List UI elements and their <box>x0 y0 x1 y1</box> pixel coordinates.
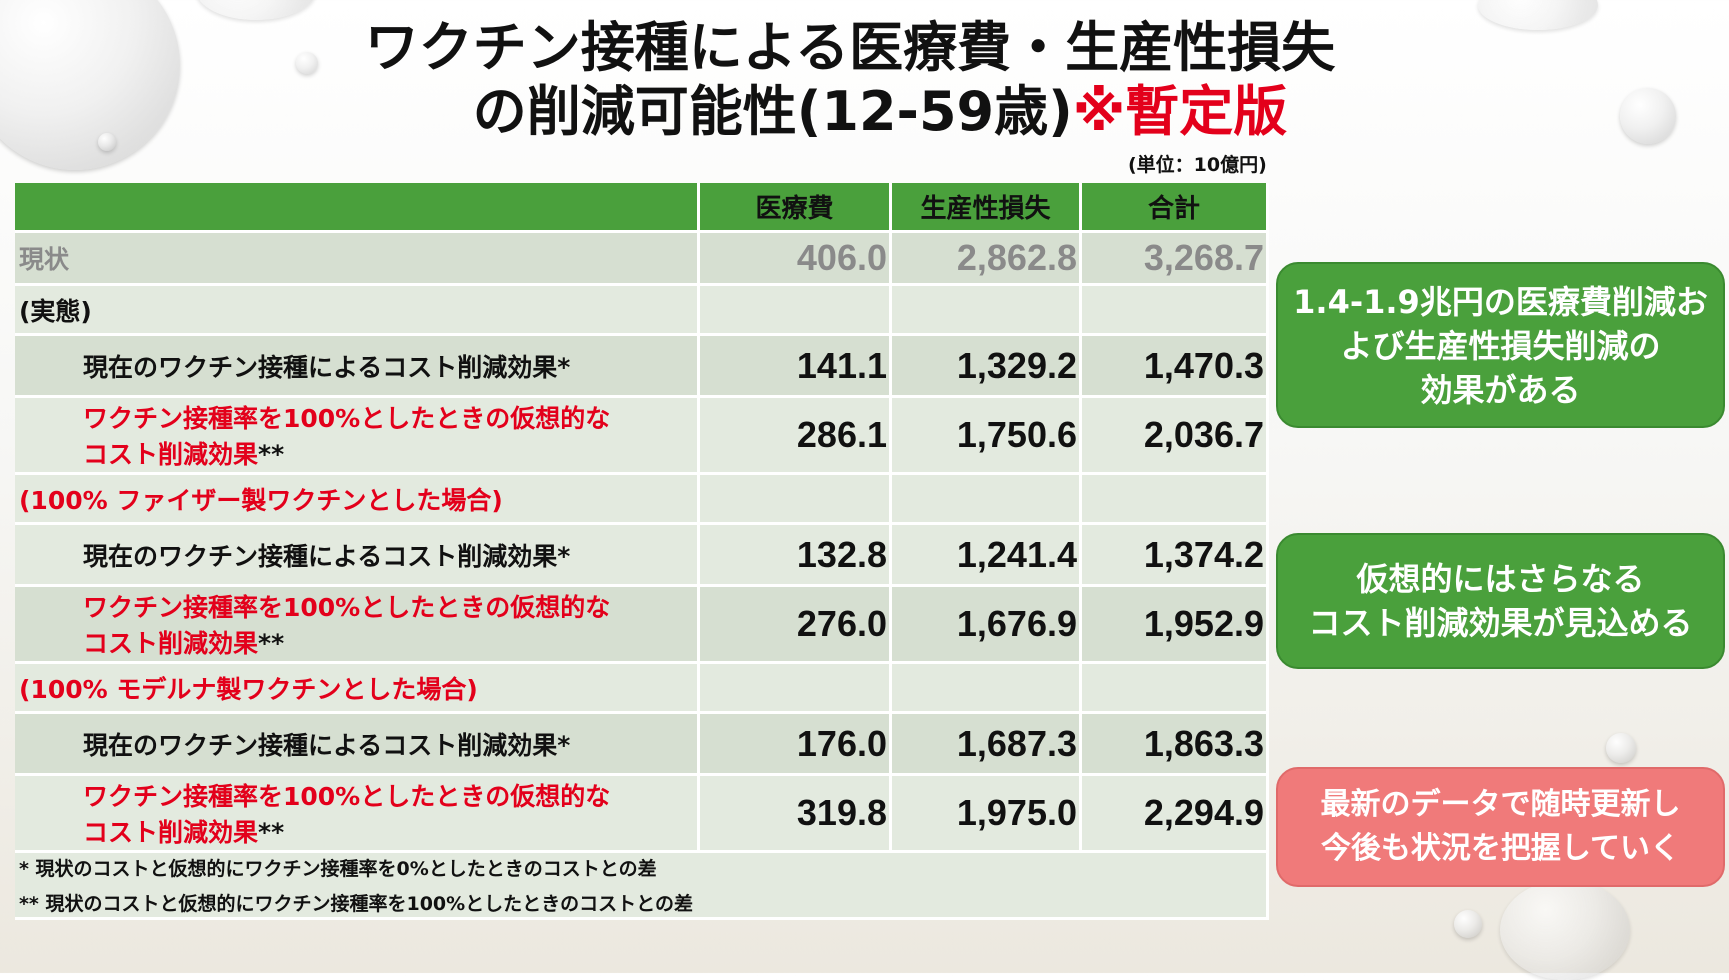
water-drop-decoration <box>1500 880 1630 980</box>
hypothetical-productivity: 1,676.9 <box>892 587 1082 664</box>
hypothetical-productivity: 1,750.6 <box>892 398 1082 475</box>
footnote-marker: ** <box>258 629 285 658</box>
current-productivity: 1,687.3 <box>892 714 1082 776</box>
hypothetical-effect-label: ワクチン接種率を100%としたときの仮想的な コスト削減効果** <box>15 776 700 853</box>
status-total: 3,268.7 <box>1082 233 1269 286</box>
current-effect-label: 現在のワクチン接種によるコスト削減効果* <box>15 336 700 398</box>
current-medical: 176.0 <box>700 714 892 776</box>
unit-label: (単位：10億円) <box>1128 154 1267 176</box>
hypothetical-medical: 276.0 <box>700 587 892 664</box>
water-drop-decoration <box>1454 910 1482 938</box>
status-medical: 406.0 <box>700 233 892 286</box>
title-provisional-mark: ※暫定版 <box>1072 80 1288 143</box>
section-heading: (実態) <box>15 286 700 336</box>
current-effect-label: 現在のワクチン接種によるコスト削減効果* <box>15 714 700 776</box>
current-total: 1,374.2 <box>1082 525 1269 587</box>
callout-line: 今後も状況を把握していく <box>1320 831 1681 866</box>
table-row-section-heading: (100% ファイザー製ワクチンとした場合) <box>15 475 1269 525</box>
current-productivity: 1,329.2 <box>892 336 1082 398</box>
header-medical-cost: 医療費 <box>700 183 892 233</box>
current-total: 1,470.3 <box>1082 336 1269 398</box>
hypothetical-total: 2,294.9 <box>1082 776 1269 853</box>
callout-line: 効果がある <box>1420 371 1581 409</box>
table-row-section-heading: (実態) <box>15 286 1269 336</box>
water-drop-decoration <box>98 133 116 151</box>
hypothetical-label-line1: ワクチン接種率を100%としたときの仮想的な <box>83 404 611 433</box>
title-line-2-main: の削減可能性(12-59歳) <box>472 80 1073 143</box>
hypothetical-total: 2,036.7 <box>1082 398 1269 475</box>
current-productivity: 1,241.4 <box>892 525 1082 587</box>
section-heading: (100% ファイザー製ワクチンとした場合) <box>15 475 700 525</box>
header-productivity-loss: 生産性損失 <box>892 183 1082 233</box>
hypothetical-medical: 286.1 <box>700 398 892 475</box>
cost-table: 医療費 生産性損失 合計 現状 406.0 2,862.8 3,268.7 (実… <box>15 183 1269 920</box>
callout-line: 最新のデータで随時更新し <box>1320 787 1681 822</box>
callout-cost-reduction: 1.4-1.9兆円の医療費削減お よび生産性損失削減の 効果がある <box>1276 262 1725 428</box>
table-row-current: 現在のワクチン接種によるコスト削減効果* 132.8 1,241.4 1,374… <box>15 525 1269 587</box>
title-line-2: の削減可能性(12-59歳)※暫定版 <box>380 80 1380 144</box>
water-drop-decoration <box>1478 0 1598 30</box>
header-blank <box>15 183 700 233</box>
footnote-2: ** 現状のコストと仮想的にワクチン接種率を100%としたときのコストとの差 <box>19 893 693 915</box>
current-medical: 141.1 <box>700 336 892 398</box>
hypothetical-productivity: 1,975.0 <box>892 776 1082 853</box>
water-drop-decoration <box>296 52 318 74</box>
table-row-current: 現在のワクチン接種によるコスト削減効果* 176.0 1,687.3 1,863… <box>15 714 1269 776</box>
hypothetical-label-line2: コスト削減効果 <box>83 629 259 658</box>
header-total: 合計 <box>1082 183 1269 233</box>
hypothetical-label-line2: コスト削減効果 <box>83 818 259 847</box>
table-row-hypothetical: ワクチン接種率を100%としたときの仮想的な コスト削減効果** 276.0 1… <box>15 587 1269 664</box>
current-effect-label: 現在のワクチン接種によるコスト削減効果* <box>15 525 700 587</box>
section-heading: (100% モデルナ製ワクチンとした場合) <box>15 664 700 714</box>
callout-update-notice: 最新のデータで随時更新し 今後も状況を把握していく <box>1276 767 1725 887</box>
table-row-current: 現在のワクチン接種によるコスト削減効果* 141.1 1,329.2 1,470… <box>15 336 1269 398</box>
current-medical: 132.8 <box>700 525 892 587</box>
hypothetical-label-line1: ワクチン接種率を100%としたときの仮想的な <box>83 782 611 811</box>
table-footnotes-row: * 現状のコストと仮想的にワクチン接種率を0%としたときのコストとの差 ** 現… <box>15 853 1269 920</box>
current-total: 1,863.3 <box>1082 714 1269 776</box>
hypothetical-effect-label: ワクチン接種率を100%としたときの仮想的な コスト削減効果** <box>15 398 700 475</box>
water-drop-decoration <box>0 0 180 170</box>
status-label: 現状 <box>15 233 700 286</box>
hypothetical-label-line2: コスト削減効果 <box>83 440 259 469</box>
table-header-row: 医療費 生産性損失 合計 <box>15 183 1269 233</box>
callout-further-reduction: 仮想的にはさらなる コスト削減効果が見込める <box>1276 533 1725 669</box>
table-row-hypothetical: ワクチン接種率を100%としたときの仮想的な コスト削減効果** 319.8 1… <box>15 776 1269 853</box>
table-row-hypothetical: ワクチン接種率を100%としたときの仮想的な コスト削減効果** 286.1 1… <box>15 398 1269 475</box>
hypothetical-effect-label: ワクチン接種率を100%としたときの仮想的な コスト削減効果** <box>15 587 700 664</box>
footnote-marker: ** <box>258 818 285 847</box>
water-drop-decoration <box>196 0 316 20</box>
hypothetical-medical: 319.8 <box>700 776 892 853</box>
callout-line: よび生産性損失削減の <box>1340 327 1661 365</box>
water-drop-decoration <box>1606 733 1636 763</box>
callout-line: 1.4-1.9兆円の医療費削減お <box>1293 283 1708 321</box>
callout-line: 仮想的にはさらなる <box>1356 560 1645 598</box>
hypothetical-total: 1,952.9 <box>1082 587 1269 664</box>
water-drop-decoration <box>1620 88 1676 144</box>
footnotes: * 現状のコストと仮想的にワクチン接種率を0%としたときのコストとの差 ** 現… <box>15 853 1269 920</box>
callout-line: コスト削減効果が見込める <box>1308 604 1693 642</box>
status-productivity: 2,862.8 <box>892 233 1082 286</box>
table-row-section-heading: (100% モデルナ製ワクチンとした場合) <box>15 664 1269 714</box>
footnote-1: * 現状のコストと仮想的にワクチン接種率を0%としたときのコストとの差 <box>19 858 657 880</box>
footnote-marker: ** <box>258 440 285 469</box>
title-line-1: ワクチン接種による医療費・生産性損失 <box>364 16 1336 79</box>
table-row-status: 現状 406.0 2,862.8 3,268.7 <box>15 233 1269 286</box>
hypothetical-label-line1: ワクチン接種率を100%としたときの仮想的な <box>83 593 611 622</box>
